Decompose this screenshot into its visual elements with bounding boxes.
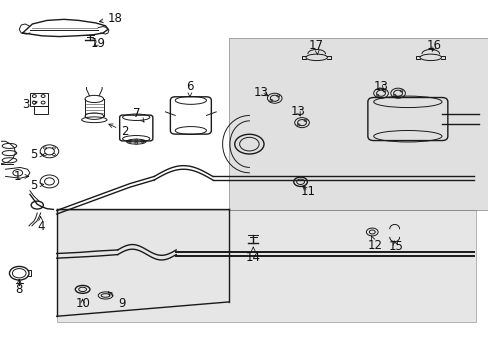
Bar bbox=[228, 39, 488, 211]
Text: 13: 13 bbox=[254, 86, 268, 99]
Text: 15: 15 bbox=[387, 240, 402, 253]
Text: 4: 4 bbox=[37, 217, 44, 233]
Bar bbox=[30, 93, 47, 106]
Text: 16: 16 bbox=[427, 39, 441, 52]
Bar bbox=[34, 106, 48, 114]
Text: 1: 1 bbox=[14, 170, 29, 183]
Text: 2: 2 bbox=[109, 124, 128, 138]
Text: 5: 5 bbox=[30, 179, 43, 192]
Text: 11: 11 bbox=[300, 185, 315, 198]
Text: 9: 9 bbox=[108, 292, 125, 310]
Text: 12: 12 bbox=[367, 236, 382, 252]
Text: 8: 8 bbox=[16, 279, 23, 296]
Text: 7: 7 bbox=[133, 107, 144, 122]
Text: 18: 18 bbox=[99, 12, 122, 25]
Text: 13: 13 bbox=[373, 80, 387, 93]
Text: 19: 19 bbox=[91, 36, 105, 50]
Text: 3: 3 bbox=[22, 98, 37, 111]
Bar bbox=[57, 211, 475, 321]
Text: 13: 13 bbox=[290, 105, 305, 118]
Text: 10: 10 bbox=[75, 297, 90, 310]
Text: 17: 17 bbox=[308, 39, 324, 55]
Text: 6: 6 bbox=[186, 80, 193, 97]
Text: 5: 5 bbox=[30, 148, 43, 161]
Text: 14: 14 bbox=[245, 247, 260, 264]
